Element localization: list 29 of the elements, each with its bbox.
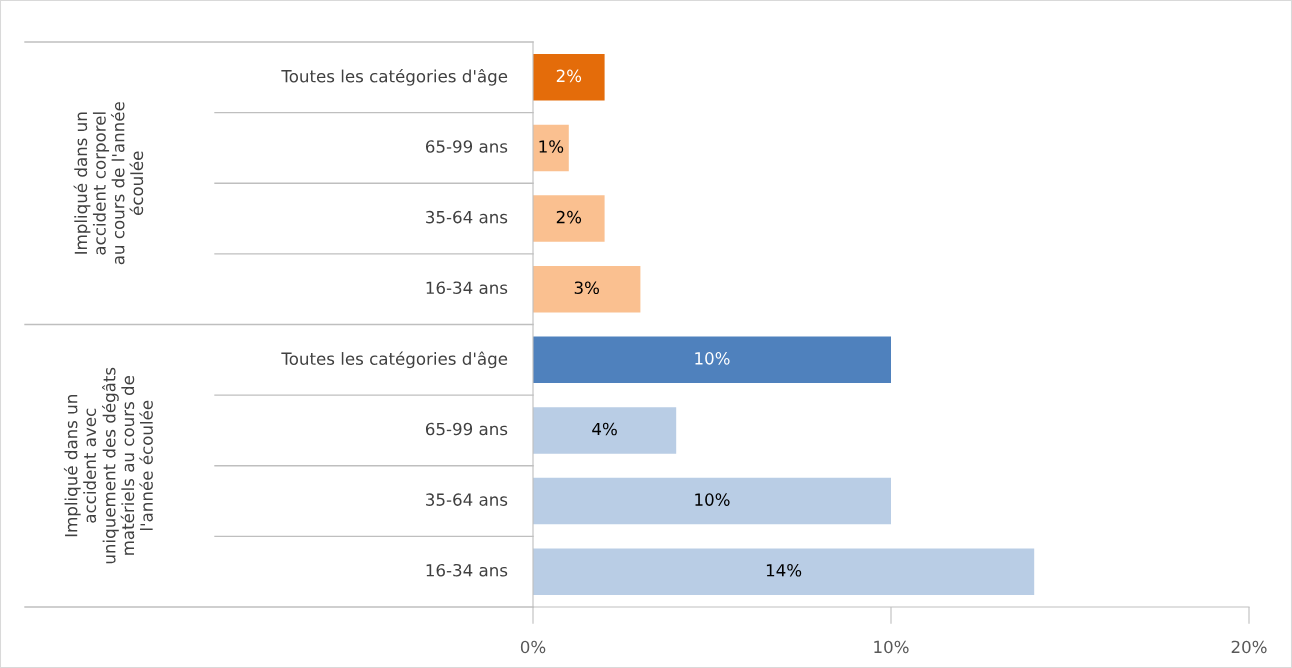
- bar: [533, 124, 569, 172]
- x-tick-label: 0%: [520, 640, 546, 654]
- y-tick-label: 65-99 ans: [425, 140, 508, 153]
- y-tick-label: Toutes les catégories d'âge: [281, 351, 508, 369]
- bar: [533, 336, 891, 384]
- data-label: 1%: [539, 140, 564, 153]
- x-tick-label: 10%: [874, 640, 909, 654]
- data-label: 3%: [574, 281, 599, 295]
- data-label: 10%: [695, 352, 730, 365]
- data-label: 4%: [592, 422, 617, 436]
- bar: [533, 265, 641, 313]
- y-tick-label: 35-64 ans: [426, 493, 508, 506]
- y-tick-label: 16-34 ans: [426, 563, 508, 577]
- data-label: 14%: [766, 563, 802, 577]
- bar: [533, 548, 1035, 595]
- data-label: 10%: [695, 493, 730, 506]
- x-tick-label: 20%: [1231, 640, 1267, 654]
- y-tick-label: 65-99 ans: [425, 422, 508, 436]
- text: Impliqué dans un accident corporel au cours de l'année écoulée: [73, 102, 144, 265]
- y-tick-label: 35-64 ans: [426, 210, 508, 224]
- y-tick-label: Toutes les catégories d'âge: [281, 68, 508, 86]
- bar: [533, 54, 605, 101]
- bar: [533, 195, 605, 242]
- text: Impliqué dans un accident avec uniquement des dégâts matériels au cours de l'année écoulée: [63, 367, 153, 564]
- y-tick-label: 16-34 ans: [426, 281, 508, 295]
- bar: [533, 407, 677, 454]
- data-label: 2%: [556, 210, 582, 224]
- bar: [533, 477, 891, 525]
- data-label: 2%: [556, 69, 582, 83]
